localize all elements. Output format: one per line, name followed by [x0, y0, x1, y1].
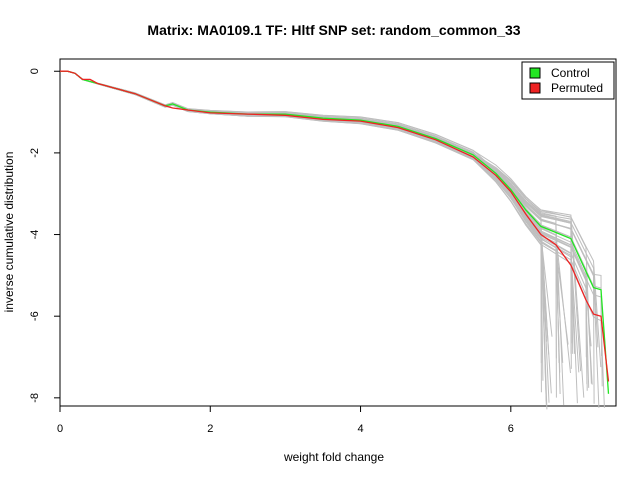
legend-swatch [529, 82, 541, 94]
axes: 0 2 4 6 0 -2 -4 -6 -8 [29, 68, 514, 435]
background-permutation-lines [59, 70, 606, 410]
permutation-line [60, 70, 557, 398]
permutation-line [59, 70, 574, 354]
series-line-permuted [60, 70, 610, 382]
chart-title: Matrix: MA0109.1 TF: Hltf SNP set: rando… [147, 22, 520, 38]
legend-label: Permuted [551, 81, 603, 95]
permutation-line [60, 70, 553, 337]
permutation-line [59, 70, 547, 342]
plot-frame [59, 58, 617, 407]
permutation-line [60, 70, 599, 348]
permutation-line [59, 70, 565, 406]
y-tick-label: -6 [29, 311, 41, 321]
x-tick-label: 6 [508, 423, 514, 435]
y-tick-label: 0 [29, 68, 41, 74]
permutation-line [60, 70, 560, 364]
legend-label: Control [551, 66, 590, 80]
permutation-line [59, 70, 572, 354]
permutation-line [59, 70, 572, 344]
permutation-line [59, 70, 592, 347]
x-tick-label: 0 [57, 423, 63, 435]
permutation-line [59, 70, 547, 402]
permutation-line [60, 70, 569, 345]
x-tick-label: 4 [357, 423, 363, 435]
y-axis-label: inverse cumulative distribution [2, 152, 16, 313]
permutation-line [59, 70, 542, 393]
series-lines [60, 70, 610, 394]
y-tick-label: -4 [29, 230, 41, 240]
permutation-line [59, 70, 587, 358]
y-tick-label: -8 [29, 393, 41, 403]
x-tick-label: 2 [207, 423, 213, 435]
y-tick-label: -2 [29, 148, 41, 158]
permutation-line [60, 70, 548, 410]
legend-swatch [529, 67, 541, 79]
permutation-line [59, 70, 547, 405]
permutation-line [59, 70, 547, 339]
permutation-line [60, 70, 576, 354]
permutation-line [60, 70, 550, 403]
x-axis-label: weight fold change [283, 450, 384, 464]
